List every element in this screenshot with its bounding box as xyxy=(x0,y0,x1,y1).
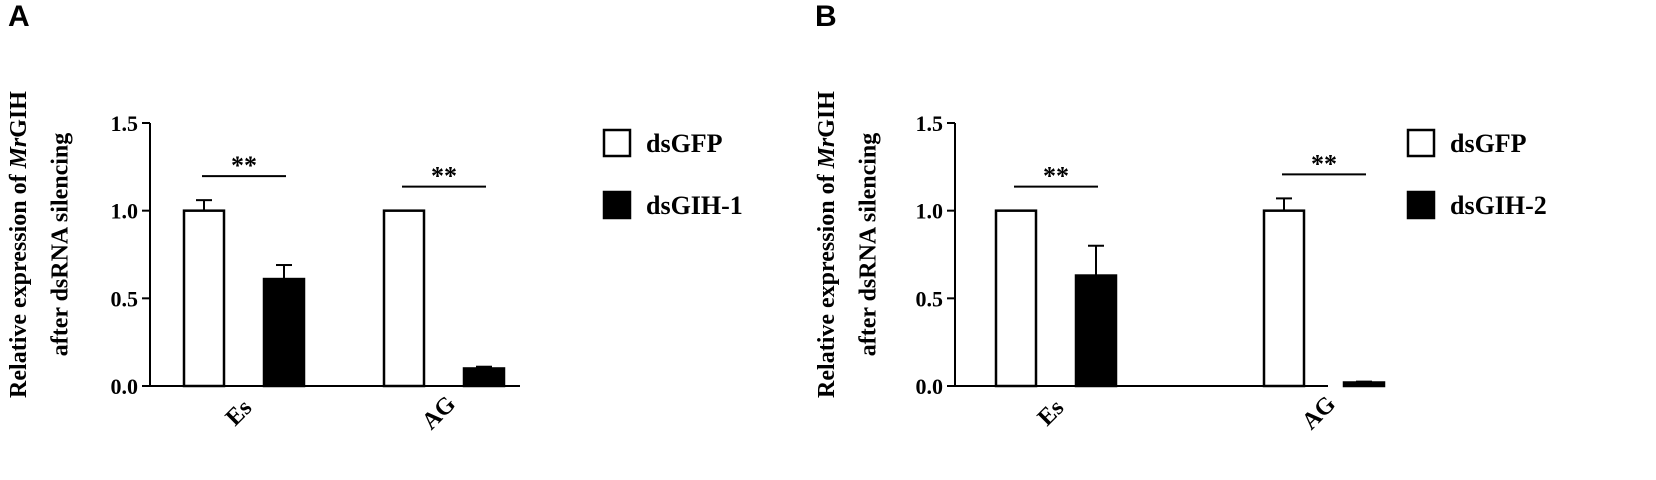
panel-a-y-tick-label: 0.5 xyxy=(111,286,139,311)
panel-b-legend-swatch-dsgfp xyxy=(1406,128,1436,158)
panel-a: A 0.0 0.5 1.0 1.5 Relative expression of MrGI… xyxy=(6,0,743,435)
panel-b-legend-label-dsgfp: dsGFP xyxy=(1450,129,1527,158)
panel-b-y-tick-label: 1.5 xyxy=(916,111,944,136)
panel-a-legend-label-dsgfp: dsGFP xyxy=(646,129,723,158)
panel-a-legend-label-dsgih-1: dsGIH-1 xyxy=(646,191,743,220)
panel-a-significance-label: ** xyxy=(231,151,257,180)
panel-b-y-label-line1: Relative expression of MrGIH xyxy=(814,91,840,398)
panel-a-category-label-ag: AG xyxy=(417,391,461,435)
panel-a-letter: A xyxy=(8,0,30,33)
panel-a-y-label-line1: Relative expression of MrGIH xyxy=(6,91,32,398)
panel-b-bar-ag-dsgih-2 xyxy=(1342,381,1386,388)
panel-a-significance-label: ** xyxy=(431,162,457,191)
panel-a-legend-swatch-dsgfp xyxy=(602,128,632,158)
panel-b-significance-label: ** xyxy=(1311,149,1337,178)
panel-b-y-tick-label: 0.5 xyxy=(916,286,944,311)
panel-a-legend-swatch-dsgih-1 xyxy=(602,190,632,220)
panel-a-y-label-line2: after dsRNA silencing xyxy=(48,133,74,357)
panel-a-bar-ag-dsgfp xyxy=(382,209,426,388)
panel-a-y-tick-label: 0.0 xyxy=(111,374,139,399)
panel-b-letter: B xyxy=(815,0,837,33)
panel-a-y-tick-label: 1.5 xyxy=(111,111,139,136)
panel-b-significance-label: ** xyxy=(1043,162,1069,191)
panel-b-category-label-es: Es xyxy=(1033,395,1069,431)
panel-b-legend-label-dsgih-2: dsGIH-2 xyxy=(1450,191,1547,220)
panel-b-bar-es-dsgih-2 xyxy=(1074,274,1118,388)
panel-b: B 0.0 0.5 1.0 1.5 Relative expression of MrGI… xyxy=(814,0,1547,435)
panel-b-legend-swatch-dsgih-2 xyxy=(1406,190,1436,220)
panel-a-category-label-es: Es xyxy=(221,395,257,431)
panel-a-y-tick-label: 1.0 xyxy=(111,199,139,224)
panel-b-bar-ag-dsgfp xyxy=(1262,209,1306,388)
panel-b-category-label-ag: AG xyxy=(1297,391,1341,435)
panel-a-bar-es-dsgfp xyxy=(182,209,226,388)
panel-a-bar-es-dsgih-1 xyxy=(262,277,306,388)
panel-b-y-tick-label: 0.0 xyxy=(916,374,944,399)
panel-b-y-label-line2: after dsRNA silencing xyxy=(856,133,882,357)
panel-b-bar-es-dsgfp xyxy=(994,209,1038,388)
panel-a-bar-ag-dsgih-1 xyxy=(462,367,506,388)
panel-b-y-tick-label: 1.0 xyxy=(916,199,944,224)
